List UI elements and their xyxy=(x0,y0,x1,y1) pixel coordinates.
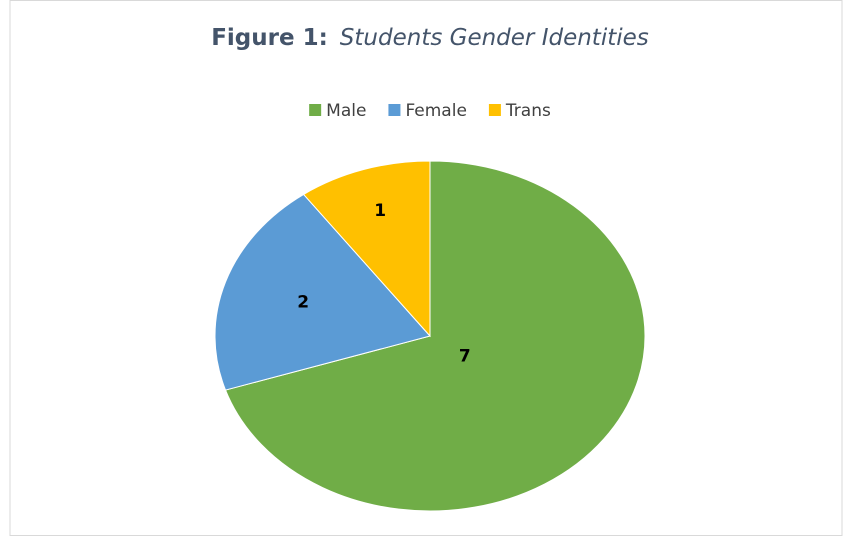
legend-swatch xyxy=(309,104,322,116)
pie-slice xyxy=(302,160,431,338)
legend-label: Male xyxy=(326,101,366,121)
legend-item: Male xyxy=(309,101,366,121)
legend-item: Female xyxy=(388,101,467,121)
legend-swatch xyxy=(388,104,401,116)
legend-item: Trans xyxy=(488,101,551,121)
pie-slice xyxy=(224,160,646,512)
slice-label: 7 xyxy=(459,347,471,367)
legend-label: Female xyxy=(405,101,466,121)
slice-label: 1 xyxy=(374,201,386,221)
figure-label: Figure 1: xyxy=(211,25,328,51)
title-text: Students Gender Identities xyxy=(340,25,649,51)
pie-slice xyxy=(214,193,431,391)
legend-swatch xyxy=(488,104,501,116)
chart-title: Figure 1: Students Gender Identities xyxy=(211,25,649,51)
slice-label: 2 xyxy=(297,292,309,312)
legend-label: Trans xyxy=(505,101,551,121)
